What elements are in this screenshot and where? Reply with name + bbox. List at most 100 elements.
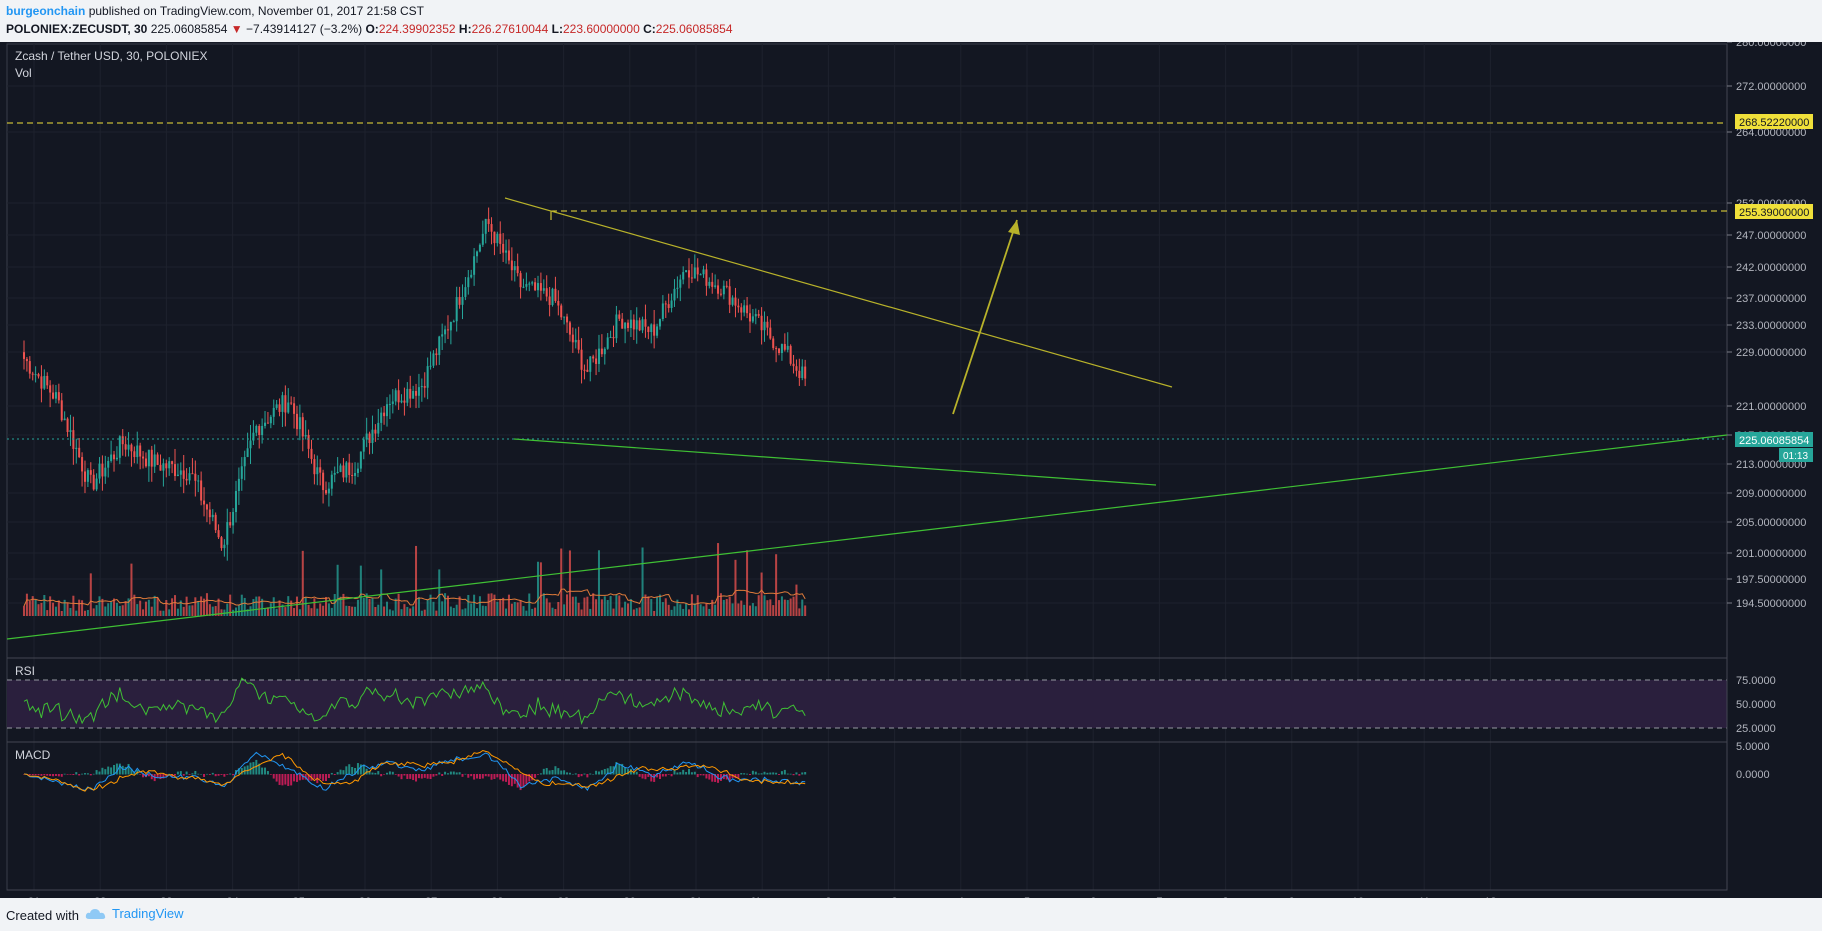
macd-hist-bar	[54, 774, 57, 776]
macd-hist-bar	[319, 774, 322, 779]
volume-bar	[577, 602, 580, 616]
candle-body	[461, 296, 464, 305]
macd-hist-bar	[711, 774, 714, 782]
volume-bar	[40, 602, 43, 616]
macd-hist-bar	[449, 771, 452, 775]
chart-svg[interactable]: 280.00000000272.00000000264.00000000252.…	[0, 37, 1822, 908]
tradingview-link[interactable]: TradingView	[85, 906, 184, 921]
macd-hist-bar	[632, 771, 635, 775]
chart-area[interactable]: 280.00000000272.00000000264.00000000252.…	[0, 37, 1822, 908]
candle-body	[423, 386, 426, 388]
candle-body	[383, 412, 386, 417]
macd-hist-bar	[52, 774, 55, 777]
projection-arrow[interactable]	[952, 219, 1018, 415]
down-arrow-icon: ▼	[230, 22, 243, 36]
macd-hist-bar	[423, 774, 426, 778]
candle-body	[641, 319, 644, 331]
price-tick-label: 233.00000000	[1736, 320, 1806, 332]
volume-bar	[98, 596, 101, 616]
macd-hist-bar	[174, 774, 177, 776]
candle-body	[792, 363, 795, 367]
macd-hist-bar	[385, 772, 388, 775]
candle-body	[400, 400, 403, 403]
macd-hist-bar	[81, 773, 84, 775]
descending-trendline[interactable]	[504, 197, 1173, 388]
volume-bar	[687, 609, 691, 616]
candle-body	[150, 449, 153, 467]
candle-body	[435, 353, 438, 356]
resistance-1-price-text: 268.52220000	[1739, 117, 1809, 129]
macd-hist-bar	[185, 771, 188, 775]
volume-bar	[403, 604, 406, 616]
macd-hist-bar	[226, 774, 229, 775]
candle-body	[740, 307, 743, 313]
candle-body	[110, 454, 113, 461]
volume-bar	[711, 599, 714, 616]
candle-body	[551, 288, 554, 305]
volume-bar	[194, 597, 197, 616]
author-link[interactable]: burgeonchain	[6, 4, 86, 18]
volume-bar	[505, 608, 508, 616]
plot-frame	[6, 43, 1728, 891]
macd-hist-bar	[388, 771, 391, 775]
candle-body	[415, 390, 418, 396]
candle-body	[621, 318, 624, 329]
candle-body	[606, 337, 609, 349]
candle-body	[293, 403, 296, 414]
volume-bar	[52, 602, 55, 616]
candle-body	[144, 458, 147, 467]
candle-body	[336, 471, 339, 474]
volume-bar	[142, 609, 145, 616]
support-trendline[interactable]	[513, 438, 1157, 486]
macd-hist-bar	[255, 759, 258, 775]
volume-bar	[476, 608, 479, 616]
candle-body	[107, 460, 110, 468]
candle-body	[25, 358, 28, 362]
volume-bar	[751, 603, 754, 616]
publish-line: burgeonchain published on TradingView.co…	[6, 4, 424, 18]
volume-bar	[342, 593, 345, 616]
macd-hist-bar	[531, 774, 534, 781]
candle-body	[670, 300, 673, 308]
candle-body	[566, 316, 569, 323]
candle-body	[298, 417, 301, 430]
macd-hist-bar	[118, 763, 121, 775]
macd-hist-bar	[284, 774, 287, 785]
candle-body	[356, 468, 359, 473]
volume-bar	[301, 550, 304, 616]
candle-body	[200, 480, 203, 501]
volume-bar	[368, 598, 371, 616]
volume-bar	[563, 604, 566, 616]
candle-body	[226, 522, 229, 545]
macd-hist-bar	[571, 773, 574, 775]
candle-body	[412, 390, 415, 399]
volume-bar	[746, 550, 749, 616]
candle-body	[34, 374, 37, 376]
macd-hist-bar	[644, 774, 647, 780]
volume-bar	[536, 561, 540, 616]
macd-hist-bar	[600, 770, 603, 775]
macd-hist-bar	[661, 774, 664, 777]
macd-hist-bar	[220, 774, 223, 775]
last-price: 225.06085854	[150, 22, 228, 36]
volume-bar	[113, 598, 116, 616]
volume-bar	[159, 610, 162, 616]
volume-bar	[801, 599, 804, 616]
candle-body	[208, 509, 211, 518]
volume-bar	[690, 594, 693, 616]
price-tick-label: 194.50000000	[1736, 598, 1806, 610]
volume-bar	[295, 596, 298, 616]
candle-body	[191, 473, 194, 475]
candle-body	[627, 322, 630, 329]
volume-bar	[522, 606, 525, 616]
macd-hist-bar	[345, 766, 348, 775]
candle-body	[185, 478, 188, 481]
macd-hist-bar	[325, 774, 328, 782]
candle-body	[127, 444, 130, 450]
long-ascending-trendline[interactable]	[6, 434, 1728, 640]
candle-body	[52, 392, 55, 399]
candle-body	[188, 473, 191, 481]
volume-bar	[385, 601, 389, 616]
volume-bar	[133, 594, 136, 616]
volume-bar	[46, 610, 49, 616]
